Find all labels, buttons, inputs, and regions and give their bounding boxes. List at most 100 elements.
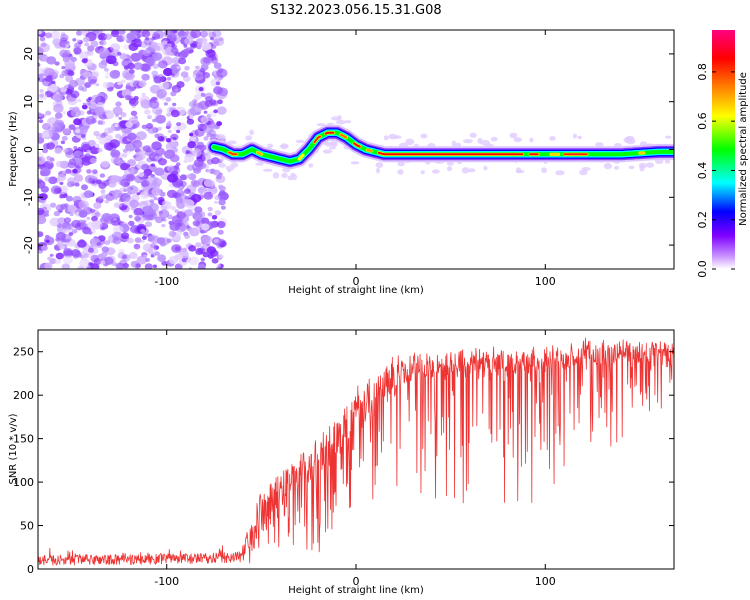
noise-speck — [91, 114, 98, 120]
ridge-halo-speck — [262, 168, 273, 172]
ridge-halo-speck — [446, 166, 453, 172]
noise-speck — [114, 201, 123, 208]
noise-speck — [169, 222, 180, 231]
noise-speck — [91, 180, 96, 184]
noise-speck — [186, 174, 191, 179]
noise-speck — [55, 252, 64, 260]
noise-speck — [102, 114, 107, 118]
ridge-halo-speck — [515, 169, 525, 174]
noise-speck — [206, 113, 212, 119]
ridge-hot-core — [377, 151, 524, 156]
noise-speck — [177, 30, 184, 37]
noise-speck — [179, 174, 188, 181]
noise-speck — [65, 168, 72, 174]
ridge-halo-speck — [541, 167, 547, 174]
noise-speck — [191, 148, 202, 158]
noise-speck — [204, 92, 214, 101]
noise-speck — [138, 172, 145, 178]
noise-speck — [126, 237, 134, 244]
noise-speck — [165, 138, 172, 143]
snr-y-label: SNR (10 * v/v) — [8, 413, 19, 484]
colorbar-label: Normalized spectral amplitude — [738, 72, 749, 226]
noise-speck — [69, 80, 79, 88]
ridge-halo-speck — [329, 140, 338, 146]
noise-speck — [151, 70, 158, 77]
noise-speck — [91, 94, 101, 103]
ridge-hot-core — [353, 142, 361, 148]
noise-speck — [217, 221, 226, 229]
noise-speck — [203, 110, 208, 114]
noise-speck — [80, 133, 86, 138]
noise-speck — [176, 65, 181, 70]
noise-speck — [104, 75, 109, 79]
noise-speck — [132, 139, 143, 148]
noise-speck — [171, 244, 182, 253]
noise-speck — [82, 71, 92, 79]
noise-speck — [100, 160, 110, 168]
noise-speck — [99, 120, 106, 126]
noise-speck — [60, 34, 69, 42]
ridge-halo-speck — [555, 170, 565, 176]
noise-speck — [92, 30, 98, 33]
noise-speck — [97, 253, 104, 259]
noise-speck — [130, 110, 138, 117]
noise-speck — [94, 143, 100, 148]
x-tick-label: -100 — [154, 275, 179, 288]
noise-speck — [136, 188, 141, 193]
noise-speck — [66, 69, 74, 75]
noise-speck — [77, 146, 84, 152]
noise-speck — [73, 174, 84, 183]
ridge-halo-speck — [577, 135, 582, 140]
ridge-halo-speck — [529, 137, 534, 143]
noise-speck — [162, 218, 168, 223]
noise-speck — [62, 228, 69, 234]
noise-speck — [115, 262, 125, 269]
noise-speck — [89, 79, 97, 85]
x-tick-label: 100 — [535, 575, 556, 588]
ridge-halo-speck — [295, 139, 305, 144]
noise-speck — [40, 185, 50, 193]
noise-speck — [67, 96, 78, 106]
noise-speck — [205, 169, 209, 173]
noise-speck — [196, 102, 203, 109]
noise-speck — [210, 134, 218, 140]
noise-speck — [109, 43, 121, 52]
noise-speck — [153, 196, 158, 201]
noise-speck — [144, 263, 153, 269]
noise-speck — [125, 121, 133, 128]
noise-speck — [168, 230, 176, 237]
y-tick-label: 250 — [13, 346, 34, 359]
ridge-hot-core — [339, 133, 348, 139]
noise-speck — [59, 181, 64, 185]
noise-speck — [61, 135, 68, 141]
noise-speck — [42, 206, 48, 211]
noise-speck — [196, 42, 203, 48]
noise-speck — [59, 245, 65, 251]
noise-speck — [39, 36, 46, 42]
noise-speck — [86, 98, 91, 103]
noise-speck — [138, 80, 147, 88]
noise-speck — [81, 117, 92, 127]
noise-speck — [194, 93, 202, 100]
noise-speck — [66, 195, 73, 202]
noise-speck — [152, 63, 159, 69]
ridge-halo-speck — [513, 137, 523, 143]
colorbar: 0.0 0.2 0.4 0.6 0.8 Normalized spectral ampl… — [696, 30, 749, 278]
noise-speck — [170, 91, 177, 97]
ridge-hot-core — [366, 149, 373, 152]
noise-speck — [86, 101, 91, 106]
noise-speck — [188, 256, 199, 266]
chart-title: S132.2023.056.15.31.G08 — [270, 3, 441, 18]
noise-speck — [140, 191, 150, 200]
noise-speck — [115, 101, 122, 107]
noise-speck — [44, 212, 50, 217]
noise-speck — [190, 30, 201, 39]
ridge-halo-speck — [628, 165, 635, 170]
noise-speck — [87, 247, 94, 253]
noise-speck — [217, 99, 223, 105]
noise-speck — [61, 263, 70, 269]
noise-speck — [198, 263, 206, 269]
noise-speck — [85, 50, 91, 55]
ridge-halo-speck — [290, 172, 296, 177]
ridge-halo-speck — [461, 167, 470, 174]
